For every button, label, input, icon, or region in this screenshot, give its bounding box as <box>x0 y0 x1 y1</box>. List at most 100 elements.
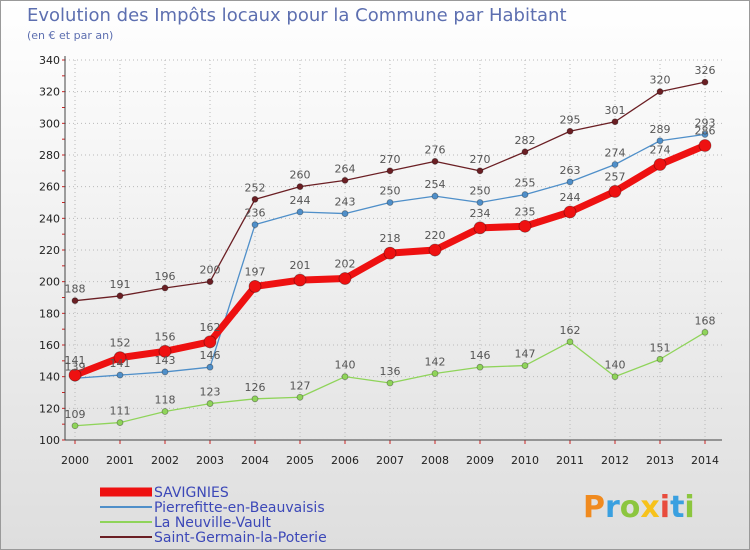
data-label-saint-germain-la-poterie: 282 <box>515 134 536 147</box>
data-point-savignies <box>653 158 667 171</box>
data-label-la-neuville-vault: 140 <box>605 359 626 372</box>
data-label-la-neuville-vault: 127 <box>290 379 311 392</box>
data-point-savignies <box>698 139 712 152</box>
data-label-savignies: 235 <box>515 205 536 218</box>
data-label-la-neuville-vault: 142 <box>425 356 446 369</box>
data-point-saint-germain-la-poterie <box>431 157 439 165</box>
data-label-pierrefitte-en-beauvaisis: 244 <box>290 194 311 207</box>
label-layer: 188 191 196 200 252 260 264 270 276 270 282 295 301 3… <box>65 64 716 421</box>
x-tick-label: 2012 <box>601 454 629 467</box>
data-label-pierrefitte-en-beauvaisis: 236 <box>245 207 266 220</box>
data-point-la-neuville-vault <box>611 373 619 381</box>
data-point-la-neuville-vault <box>71 422 79 430</box>
y-tick-label: 320 <box>39 86 60 99</box>
axis-layer: 100 120 140 160 180 200 220 240 260 280 300 320 340 2… <box>39 54 722 467</box>
legend-label-la-neuville-vault: La Neuville-Vault <box>154 515 271 531</box>
data-point-savignies <box>293 273 307 287</box>
data-point-savignies <box>428 243 442 257</box>
data-label-la-neuville-vault: 151 <box>650 341 671 354</box>
y-tick-label: 120 <box>39 402 60 415</box>
data-label-saint-germain-la-poterie: 191 <box>110 278 131 291</box>
logo-text: Proxiti <box>583 490 695 525</box>
data-point-saint-germain-la-poterie <box>341 176 349 184</box>
data-label-saint-germain-la-poterie: 264 <box>335 162 356 175</box>
data-label-savignies: 234 <box>470 207 491 220</box>
data-point-pierrefitte-en-beauvaisis <box>251 221 259 229</box>
y-tick-label: 180 <box>39 307 60 320</box>
x-tick-label: 2004 <box>241 454 269 467</box>
chart-subtitle: (en € et par an) <box>27 29 113 42</box>
data-point-savignies <box>248 280 262 293</box>
x-tick-label: 2005 <box>286 454 314 467</box>
data-point-pierrefitte-en-beauvaisis <box>341 210 349 217</box>
x-tick-label: 2010 <box>511 454 539 467</box>
data-point-pierrefitte-en-beauvaisis <box>431 192 439 200</box>
data-label-pierrefitte-en-beauvaisis: 250 <box>380 185 401 198</box>
data-label-saint-germain-la-poterie: 270 <box>380 153 401 166</box>
x-tick-label: 2007 <box>376 454 404 467</box>
data-point-savignies <box>473 221 487 235</box>
data-label-la-neuville-vault: 126 <box>245 381 266 394</box>
data-point-la-neuville-vault <box>161 408 169 415</box>
data-label-la-neuville-vault: 111 <box>110 405 131 418</box>
data-label-la-neuville-vault: 147 <box>515 348 536 361</box>
data-label-saint-germain-la-poterie: 276 <box>425 143 446 156</box>
y-tick-label: 340 <box>39 54 60 67</box>
y-tick-label: 140 <box>39 371 60 384</box>
data-label-pierrefitte-en-beauvaisis: 254 <box>425 178 446 191</box>
data-point-pierrefitte-en-beauvaisis <box>116 371 124 379</box>
data-point-pierrefitte-en-beauvaisis <box>656 137 664 145</box>
data-point-pierrefitte-en-beauvaisis <box>476 199 484 206</box>
data-label-pierrefitte-en-beauvaisis: 274 <box>605 147 626 160</box>
x-tick-label: 2011 <box>556 454 584 467</box>
data-label-savignies: 152 <box>110 337 131 350</box>
logo-letter: t <box>670 490 684 525</box>
data-point-saint-germain-la-poterie <box>206 278 214 286</box>
data-label-savignies: 141 <box>65 354 86 367</box>
data-label-la-neuville-vault: 136 <box>380 365 401 378</box>
data-point-savignies <box>338 272 352 285</box>
data-point-pierrefitte-en-beauvaisis <box>611 161 619 168</box>
data-label-saint-germain-la-poterie: 252 <box>245 181 266 194</box>
x-tick-label: 2002 <box>151 454 179 467</box>
data-point-savignies <box>383 246 397 260</box>
data-point-savignies <box>518 219 532 233</box>
data-label-la-neuville-vault: 168 <box>695 314 716 327</box>
y-tick-label: 100 <box>39 434 60 447</box>
y-tick-label: 220 <box>39 244 60 257</box>
data-label-pierrefitte-en-beauvaisis: 289 <box>650 123 671 136</box>
data-point-la-neuville-vault <box>566 338 574 346</box>
data-label-savignies: 156 <box>155 330 176 343</box>
y-tick-label: 240 <box>39 212 60 225</box>
chart-title: Evolution des Impôts locaux pour la Comm… <box>27 5 567 26</box>
x-tick-label: 2009 <box>466 454 494 467</box>
data-label-pierrefitte-en-beauvaisis: 146 <box>200 349 221 362</box>
x-tick-label: 2014 <box>691 454 719 467</box>
data-point-saint-germain-la-poterie <box>116 292 124 300</box>
legend-label-savignies: SAVIGNIES <box>154 485 229 501</box>
logo-letter: o <box>620 490 641 525</box>
data-point-la-neuville-vault <box>341 373 349 381</box>
y-tick-label: 160 <box>39 339 60 352</box>
data-point-savignies <box>563 205 577 219</box>
data-point-savignies <box>158 344 172 358</box>
logo-letter: x <box>640 490 659 525</box>
data-point-saint-germain-la-poterie <box>386 167 394 175</box>
data-point-saint-germain-la-poterie <box>656 88 664 96</box>
logo-letter: i <box>684 490 694 525</box>
data-label-saint-germain-la-poterie: 188 <box>65 283 86 296</box>
data-label-saint-germain-la-poterie: 260 <box>290 169 311 182</box>
data-point-la-neuville-vault <box>476 363 484 371</box>
data-label-pierrefitte-en-beauvaisis: 263 <box>560 164 581 177</box>
data-label-savignies: 218 <box>380 232 401 245</box>
x-tick-label: 2013 <box>646 454 674 467</box>
data-label-pierrefitte-en-beauvaisis: 250 <box>470 185 491 198</box>
data-label-pierrefitte-en-beauvaisis: 243 <box>335 196 356 209</box>
data-point-la-neuville-vault <box>701 328 709 336</box>
data-label-saint-germain-la-poterie: 326 <box>695 64 716 77</box>
data-label-savignies: 244 <box>560 191 581 204</box>
data-label-la-neuville-vault: 162 <box>560 324 581 337</box>
data-point-pierrefitte-en-beauvaisis <box>566 178 574 186</box>
